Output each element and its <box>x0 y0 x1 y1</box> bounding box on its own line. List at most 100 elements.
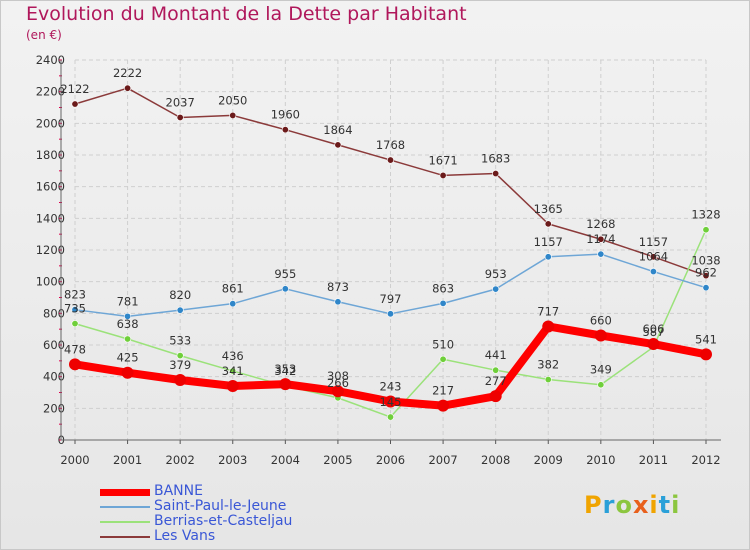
data-label: 962 <box>695 266 717 280</box>
data-label: 797 <box>380 292 402 306</box>
data-label: 820 <box>169 288 191 302</box>
data-label: 1864 <box>323 123 352 137</box>
x-tick-label: 2006 <box>376 453 405 467</box>
data-label: 425 <box>117 351 139 365</box>
data-labels: 478 425 379 341 353 308 243 217 277 717 660 606 541 <box>64 304 717 397</box>
data-label: 1157 <box>534 235 563 249</box>
data-point <box>439 355 447 363</box>
x-tick-label: 2012 <box>691 453 720 467</box>
data-label: 1328 <box>691 208 720 222</box>
data-point <box>229 367 237 375</box>
data-label: 863 <box>432 281 454 295</box>
data-point <box>386 310 394 318</box>
x-tick-label: 2003 <box>218 453 247 467</box>
data-point <box>489 390 502 403</box>
data-label: 1960 <box>271 108 300 122</box>
y-tick-label: 800 <box>43 306 65 320</box>
data-point <box>702 284 710 292</box>
y-tick-label: 1800 <box>36 148 65 162</box>
data-label: 1671 <box>428 153 457 167</box>
data-point <box>597 235 605 243</box>
data-labels: 823 781 820 861 955 873 797 863 953 1157 1174 1064 9… <box>64 232 717 308</box>
data-point <box>71 306 79 314</box>
data-label: 1268 <box>586 217 615 231</box>
data-label: 349 <box>590 363 612 377</box>
data-label: 781 <box>117 294 139 308</box>
data-point <box>702 226 710 234</box>
data-label: 436 <box>222 349 244 363</box>
y-tick-label: 1400 <box>36 211 65 225</box>
logo-letter: t <box>658 491 672 519</box>
data-label: 145 <box>380 395 402 409</box>
legend-label: Les Vans <box>154 528 216 544</box>
x-tick-label: 2007 <box>428 453 457 467</box>
data-point <box>439 299 447 307</box>
data-label: 266 <box>327 376 349 390</box>
legend-label: Saint-Paul-le-Jeune <box>154 498 287 514</box>
data-point <box>176 352 184 360</box>
data-label: 953 <box>485 267 507 281</box>
data-label: 277 <box>485 374 507 388</box>
data-label: 341 <box>222 364 244 378</box>
data-point <box>279 378 292 391</box>
logo-letter: i <box>649 491 659 519</box>
data-label: 342 <box>274 364 296 378</box>
y-tick-label: 600 <box>43 338 65 352</box>
series-saint-paul-le-jeune <box>71 250 710 320</box>
data-point <box>174 373 187 386</box>
x-tick-label: 2010 <box>586 453 615 467</box>
data-label: 861 <box>222 282 244 296</box>
data-point <box>492 366 500 374</box>
data-label: 1038 <box>691 254 720 268</box>
legend-label: BANNE <box>154 483 203 499</box>
data-point <box>124 84 132 92</box>
data-label: 1157 <box>639 235 668 249</box>
data-point <box>544 253 552 261</box>
data-label: 2037 <box>166 95 195 109</box>
data-label: 1365 <box>534 202 563 216</box>
data-point <box>71 320 79 328</box>
data-point <box>649 268 657 276</box>
data-label: 1683 <box>481 152 510 166</box>
data-point <box>542 320 555 333</box>
data-point <box>334 141 342 149</box>
data-point <box>331 385 344 398</box>
data-label: 587 <box>642 325 664 339</box>
data-point <box>702 272 710 280</box>
x-tick-label: 2009 <box>534 453 563 467</box>
data-point <box>384 395 397 408</box>
data-label: 2222 <box>113 66 142 80</box>
y-tick-label: 1600 <box>36 180 65 194</box>
data-point <box>647 338 660 351</box>
data-point <box>226 380 239 393</box>
x-tick-label: 2000 <box>60 453 89 467</box>
data-label: 353 <box>274 362 296 376</box>
data-point <box>334 298 342 306</box>
data-label: 243 <box>380 380 402 394</box>
data-label: 441 <box>485 348 507 362</box>
y-tick-label: 2200 <box>36 85 65 99</box>
legend-swatch <box>100 489 150 496</box>
data-labels: 2122 2222 2037 2050 1960 1864 1768 1671 1683 1365… <box>60 66 720 267</box>
x-tick-label: 2001 <box>113 453 142 467</box>
data-point <box>71 100 79 108</box>
logo-letter: i <box>671 491 681 519</box>
logo-letter: x <box>632 491 650 519</box>
data-point <box>492 170 500 178</box>
data-point <box>69 358 81 371</box>
data-point <box>124 335 132 343</box>
series-banne <box>69 320 712 412</box>
logo-letter: o <box>615 491 633 519</box>
data-point <box>544 376 552 384</box>
data-label: 478 <box>64 342 86 356</box>
x-tick-label: 2004 <box>271 453 300 467</box>
series-les-vans <box>71 84 710 280</box>
data-point <box>597 250 605 258</box>
data-point <box>176 113 184 121</box>
chart-subtitle: (en €) <box>26 28 62 42</box>
data-label: 382 <box>537 358 559 372</box>
data-point <box>229 300 237 308</box>
data-label: 510 <box>432 337 454 351</box>
y-tick-label: 1200 <box>36 243 65 257</box>
